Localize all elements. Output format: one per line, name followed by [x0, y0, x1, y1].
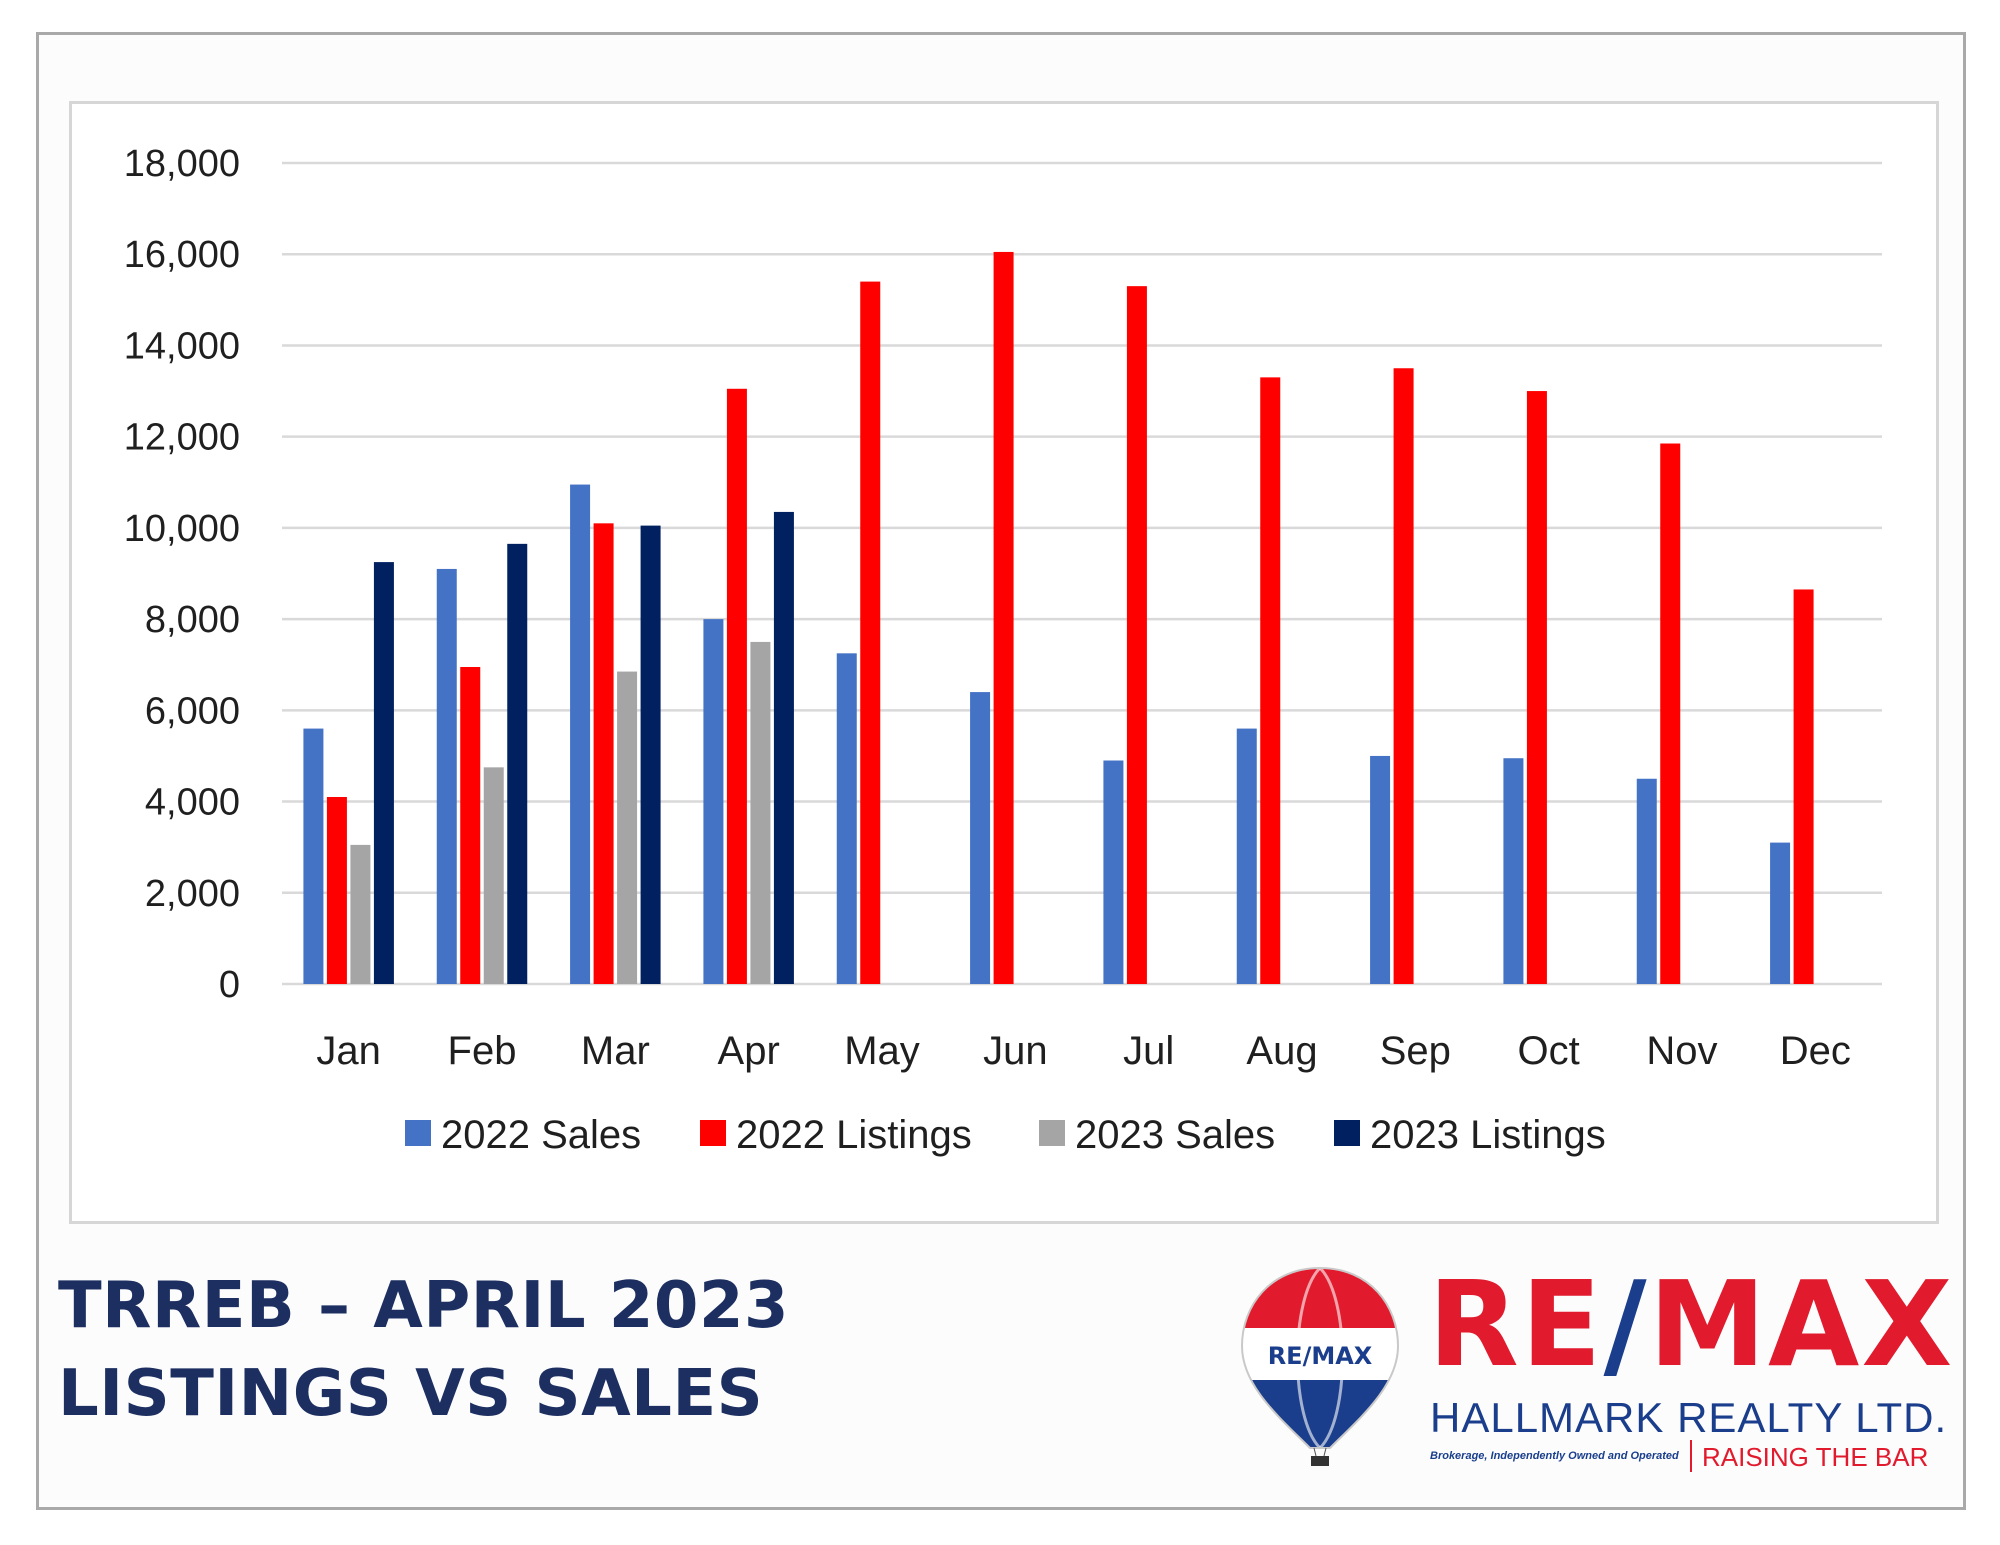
bar [1126, 286, 1147, 984]
x-tick-label: Apr [718, 1029, 780, 1073]
bar [460, 667, 481, 984]
slogan: RAISING THE BAR [1702, 1442, 1929, 1472]
bar [326, 796, 347, 984]
x-tick-label: Feb [448, 1029, 517, 1073]
x-tick-label: Jul [1123, 1029, 1174, 1073]
x-tick-label: Oct [1518, 1029, 1580, 1073]
y-tick-label: 18,000 [124, 143, 240, 185]
bar [483, 767, 504, 984]
tagline-divider [1690, 1440, 1692, 1472]
bar [993, 251, 1014, 985]
y-tick-label: 10,000 [124, 508, 240, 550]
bar [1793, 589, 1814, 984]
bar [617, 671, 638, 984]
y-tick-label: 16,000 [124, 234, 240, 276]
bar [593, 523, 614, 984]
caption-line-1: TRREB – APRIL 2023 [58, 1269, 789, 1343]
bar-chart: 0 2,000 4,000 6,000 8,000 10,000 12,000 14,000 1… [124, 143, 1882, 1157]
legend-swatch [405, 1120, 431, 1146]
balloon-icon: RE/MAX [1240, 1266, 1400, 1466]
wordmark-re: RE [1428, 1255, 1604, 1393]
caption: TRREB – APRIL 2023 LISTINGS VS SALES [58, 1262, 789, 1438]
legend-swatch [1334, 1120, 1360, 1146]
x-tick-label: Sep [1380, 1029, 1451, 1073]
bar [640, 525, 661, 984]
bar [1503, 758, 1524, 984]
y-tick-label: 4,000 [145, 782, 240, 824]
bar [570, 484, 591, 984]
disclaimer-text: Brokerage, Independently Owned and Opera… [1430, 1450, 1679, 1462]
wordmark-slash: / [1603, 1255, 1649, 1393]
bar [773, 511, 794, 984]
x-tick-label: Dec [1780, 1029, 1851, 1073]
remax-logo: RE/MAX RE/MAX HALLMARK REALTY LTD. Broke… [1230, 1258, 1952, 1478]
bar [1526, 391, 1547, 984]
x-tick-label: Jun [983, 1029, 1047, 1073]
y-tick-label: 0 [219, 964, 240, 1006]
x-tick-label: Mar [581, 1029, 650, 1073]
bar [1370, 755, 1391, 984]
bar [1660, 443, 1681, 985]
balloon-label: RE/MAX [1268, 1342, 1373, 1370]
bar [970, 692, 991, 984]
legend-label: 2022 Listings [736, 1113, 972, 1157]
bar [507, 543, 528, 984]
wordmark-max: MAX [1648, 1255, 1955, 1393]
legend-label: 2022 Sales [441, 1113, 641, 1157]
y-tick-label: 2,000 [145, 873, 240, 915]
x-tick-label: Aug [1246, 1029, 1317, 1073]
legend-swatch [1039, 1120, 1065, 1146]
remax-wordmark: RE/MAX [1428, 1264, 1954, 1384]
bar [860, 281, 881, 984]
bar [836, 653, 857, 984]
bar [1103, 760, 1124, 984]
x-tick-label: Nov [1646, 1029, 1717, 1073]
bar [1636, 778, 1657, 984]
company-name: HALLMARK REALTY LTD. [1430, 1394, 1948, 1441]
bar [1260, 377, 1281, 985]
bar [1236, 728, 1257, 984]
y-tick-label: 8,000 [145, 599, 240, 641]
chart-panel: 0 2,000 4,000 6,000 8,000 10,000 12,000 14,000 1… [69, 101, 1939, 1224]
caption-line-2: LISTINGS VS SALES [58, 1357, 764, 1431]
bar [703, 619, 724, 984]
bar [436, 568, 457, 984]
y-tick-label: 12,000 [124, 417, 240, 459]
bar [350, 844, 371, 984]
y-tick-label: 6,000 [145, 690, 240, 732]
legend-swatch [700, 1120, 726, 1146]
bar [1393, 368, 1414, 984]
bar [373, 562, 394, 984]
legend-label: 2023 Sales [1075, 1113, 1275, 1157]
x-tick-label: May [844, 1029, 920, 1073]
bar [1770, 842, 1791, 984]
x-tick-label: Jan [316, 1029, 381, 1073]
bar [726, 388, 747, 984]
bar [303, 728, 324, 984]
y-tick-label: 14,000 [124, 325, 240, 367]
legend-label: 2023 Listings [1370, 1113, 1606, 1157]
bar [750, 641, 771, 984]
